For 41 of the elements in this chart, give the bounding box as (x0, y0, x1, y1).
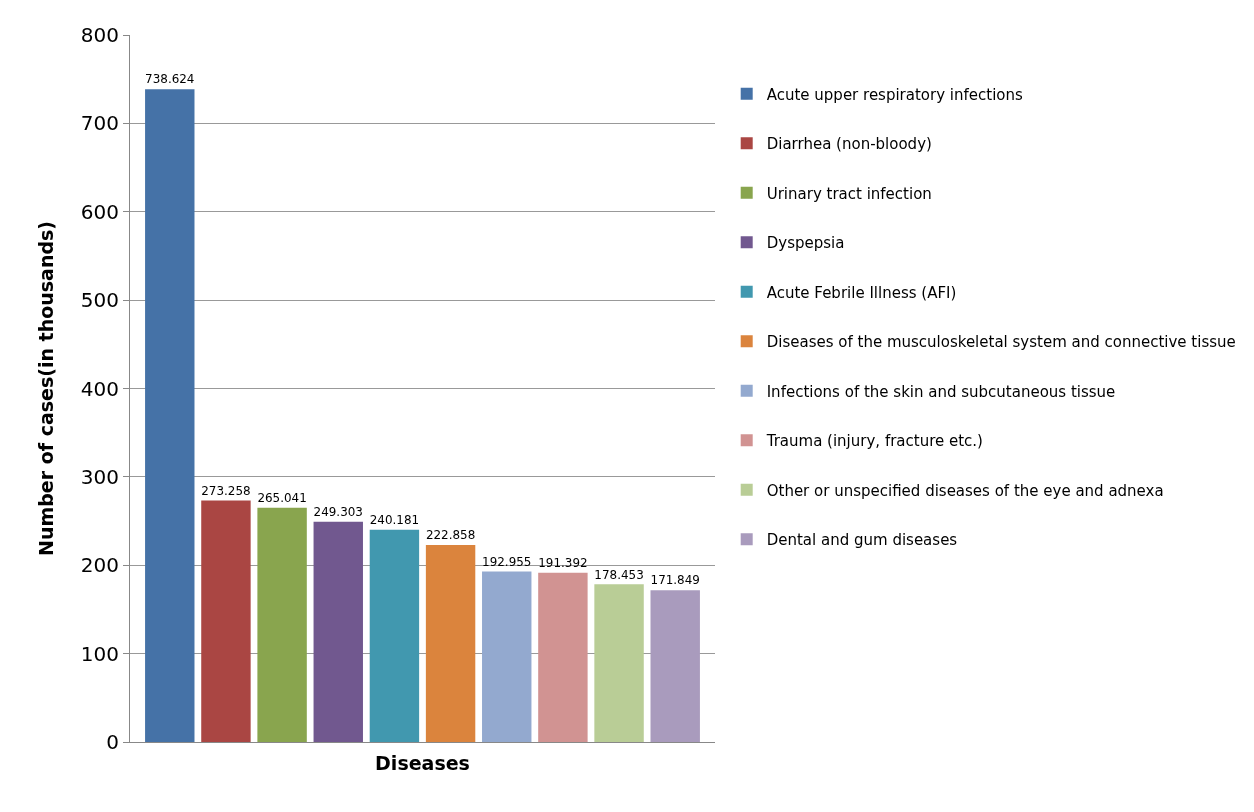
bar (594, 584, 644, 742)
legend-label: Trauma (injury, fracture etc.) (765, 432, 983, 451)
data-label: 249.303 (313, 504, 363, 519)
bar (257, 507, 307, 742)
y-tick-label: 500 (80, 288, 119, 313)
y-tick-label: 300 (80, 464, 119, 489)
bar (538, 572, 588, 742)
data-label: 265.041 (257, 491, 307, 506)
bar (369, 529, 420, 742)
data-label: 222.858 (425, 528, 476, 543)
legend-label: Diarrhea (non-bloody) (766, 135, 932, 154)
legend-label: Other or unspecified diseases of the eye and adnexa (766, 481, 1164, 500)
bar (201, 500, 251, 742)
y-tick-label: 600 (80, 199, 119, 224)
legend-label: Diseases of the musculoskeletal system and connective tissue (766, 333, 1236, 352)
data-label: 171.849 (650, 573, 700, 588)
legend-label: Infections of the skin and subcutaneous tissue (766, 382, 1116, 401)
x-axis-title: Diseases (375, 752, 470, 775)
y-tick-label: 400 (80, 376, 119, 401)
legend-label: Dyspepsia (766, 234, 845, 253)
legend-label: Acute upper respiratory infections (766, 85, 1024, 104)
data-label: 192.955 (482, 554, 532, 569)
y-axis-title: Number of cases(in thousands) (34, 221, 57, 556)
bar (313, 521, 363, 742)
bar (482, 571, 532, 742)
bar (425, 545, 476, 742)
y-tick-label: 700 (80, 111, 119, 136)
y-tick-label: 100 (80, 641, 119, 666)
y-tick-label: 0 (106, 730, 119, 754)
bar (650, 590, 700, 742)
legend-label: Urinary tract infection (766, 184, 932, 203)
legend-label: Acute Febrile Illness (AFI) (766, 283, 957, 302)
data-label: 273.258 (201, 483, 251, 498)
data-label: 191.392 (538, 556, 588, 571)
legend-label: Dental and gum diseases (766, 531, 958, 550)
y-tick-label: 200 (80, 553, 119, 578)
data-label: 738.624 (145, 72, 195, 87)
bar (145, 89, 195, 742)
y-tick-label: 800 (80, 23, 119, 47)
data-label: 240.181 (369, 512, 420, 527)
data-label: 178.453 (594, 567, 644, 582)
